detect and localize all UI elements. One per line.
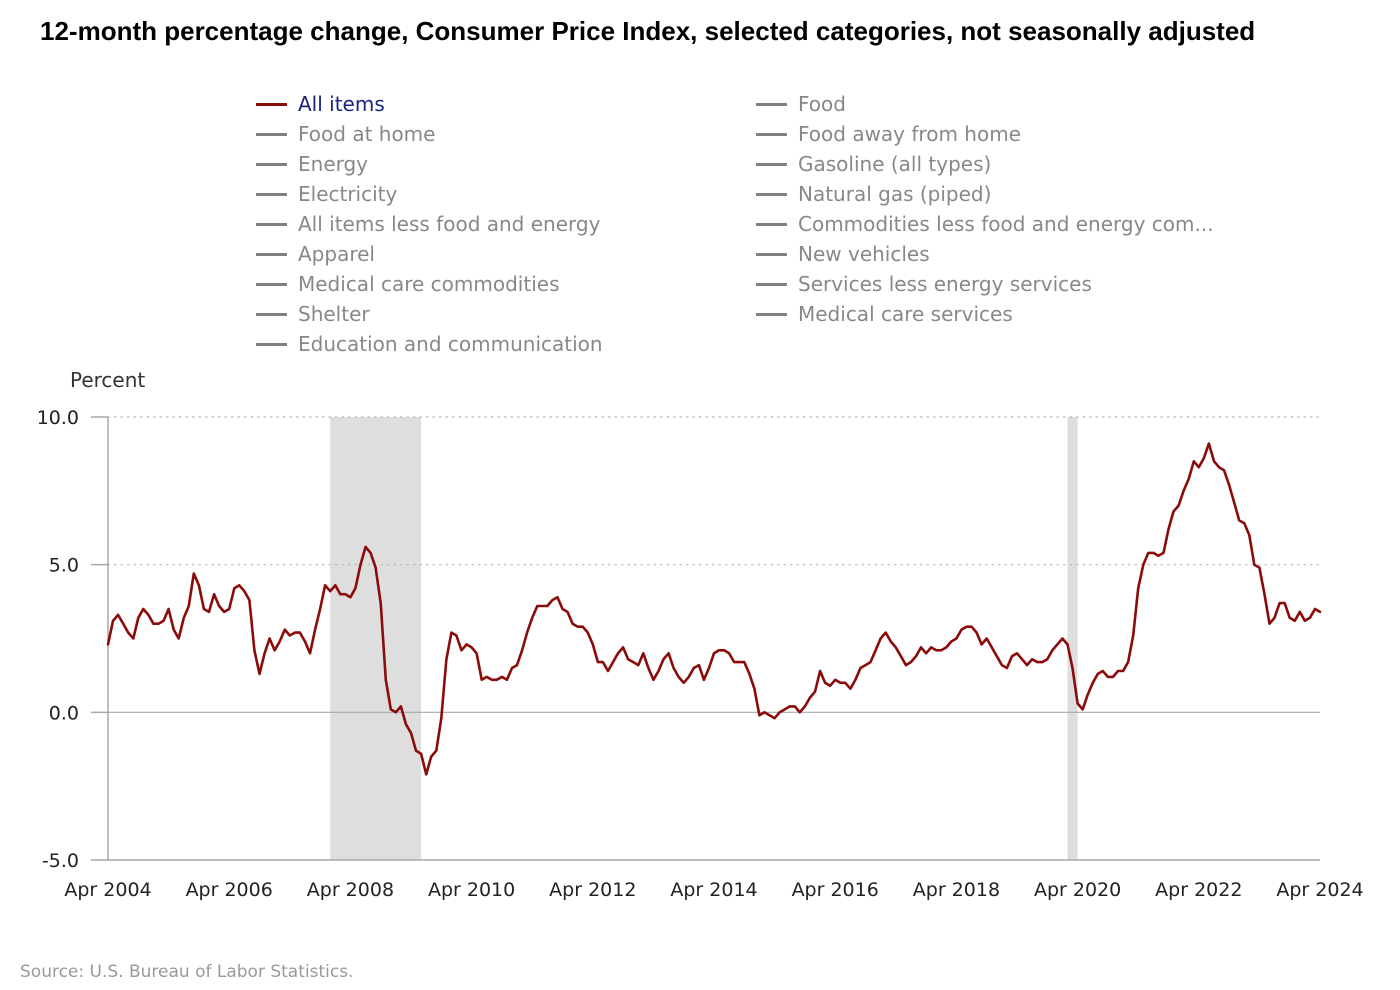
- source-note: Source: U.S. Bureau of Labor Statistics.: [20, 962, 354, 982]
- legend-item[interactable]: Services less energy services: [756, 272, 1092, 296]
- x-tick-label: Apr 2004: [64, 879, 151, 901]
- legend-label: Food at home: [298, 122, 436, 146]
- legend-label: Apparel: [298, 242, 375, 266]
- chart-title: 12-month percentage change, Consumer Pri…: [40, 16, 1256, 46]
- y-axis-label: Percent: [70, 368, 146, 392]
- x-tick-label: Apr 2010: [428, 879, 515, 901]
- x-tick-label: Apr 2020: [1034, 879, 1121, 901]
- legend-swatch: [256, 282, 287, 286]
- x-tick-label: Apr 2008: [307, 879, 394, 901]
- legend-item[interactable]: Gasoline (all types): [756, 152, 991, 176]
- x-tick-label: Apr 2024: [1276, 879, 1363, 901]
- recession-band: [1067, 417, 1078, 860]
- y-tick-label: 10.0: [37, 407, 79, 429]
- legend-swatch: [256, 102, 287, 106]
- legend-swatch: [756, 312, 787, 316]
- y-tick-label: -5.0: [42, 850, 79, 872]
- legend-item[interactable]: Electricity: [256, 182, 397, 206]
- legend-item[interactable]: All items less food and energy: [256, 212, 600, 236]
- y-tick-label: 5.0: [49, 555, 79, 577]
- legend-swatch: [756, 102, 787, 106]
- legend-swatch: [256, 252, 287, 256]
- series-line-all-items[interactable]: [106, 442, 1322, 776]
- legend-label: All items: [298, 92, 385, 116]
- legend-item[interactable]: Commodities less food and energy com...: [756, 212, 1214, 236]
- legend-item[interactable]: Medical care commodities: [256, 272, 559, 296]
- x-tick-label: Apr 2018: [913, 879, 1000, 901]
- legend-label: All items less food and energy: [298, 212, 601, 236]
- legend-swatch: [256, 312, 287, 316]
- legend-label: Services less energy services: [798, 272, 1092, 296]
- legend-item[interactable]: New vehicles: [756, 242, 930, 266]
- legend-swatch: [756, 282, 787, 286]
- legend-swatch: [756, 252, 787, 256]
- legend-swatch: [756, 162, 787, 166]
- recession-band: [330, 417, 422, 860]
- legend-item[interactable]: Natural gas (piped): [756, 182, 991, 206]
- legend-item[interactable]: Education and communication: [256, 332, 603, 356]
- x-tick-label: Apr 2006: [186, 879, 273, 901]
- legend-item[interactable]: All items: [256, 92, 385, 116]
- legend-item[interactable]: Shelter: [256, 302, 370, 326]
- legend-swatch: [256, 132, 287, 136]
- legend-label: Education and communication: [298, 332, 603, 356]
- legend-label: New vehicles: [798, 242, 930, 266]
- legend-swatch: [756, 192, 787, 196]
- legend-label: Energy: [298, 152, 369, 176]
- legend-item[interactable]: Food: [756, 92, 846, 116]
- x-tick-label: Apr 2012: [549, 879, 636, 901]
- legend-item[interactable]: Medical care services: [756, 302, 1013, 326]
- legend-swatch: [256, 192, 287, 196]
- legend-swatch: [756, 132, 787, 136]
- legend-label: Electricity: [298, 182, 398, 206]
- x-tick-label: Apr 2022: [1155, 879, 1242, 901]
- legend-swatch: [256, 342, 287, 346]
- legend-label: Medical care services: [798, 302, 1013, 326]
- legend-label: Natural gas (piped): [798, 182, 992, 206]
- legend-label: Medical care commodities: [298, 272, 560, 296]
- y-tick-label: 0.0: [49, 702, 79, 724]
- legend-label: Shelter: [298, 302, 370, 326]
- legend-label: Commodities less food and energy com...: [798, 212, 1214, 236]
- x-tick-label: Apr 2014: [670, 879, 757, 901]
- legend-label: Food: [798, 92, 846, 116]
- legend-swatch: [256, 162, 287, 166]
- legend-label: Food away from home: [798, 122, 1021, 146]
- legend-swatch: [256, 222, 287, 226]
- legend-swatch: [756, 222, 787, 226]
- legend-label: Gasoline (all types): [798, 152, 992, 176]
- legend-item[interactable]: Energy: [256, 152, 368, 176]
- legend-item[interactable]: Food away from home: [756, 122, 1021, 146]
- legend-item[interactable]: Apparel: [256, 242, 375, 266]
- legend-item[interactable]: Food at home: [256, 122, 435, 146]
- x-tick-label: Apr 2016: [792, 879, 879, 901]
